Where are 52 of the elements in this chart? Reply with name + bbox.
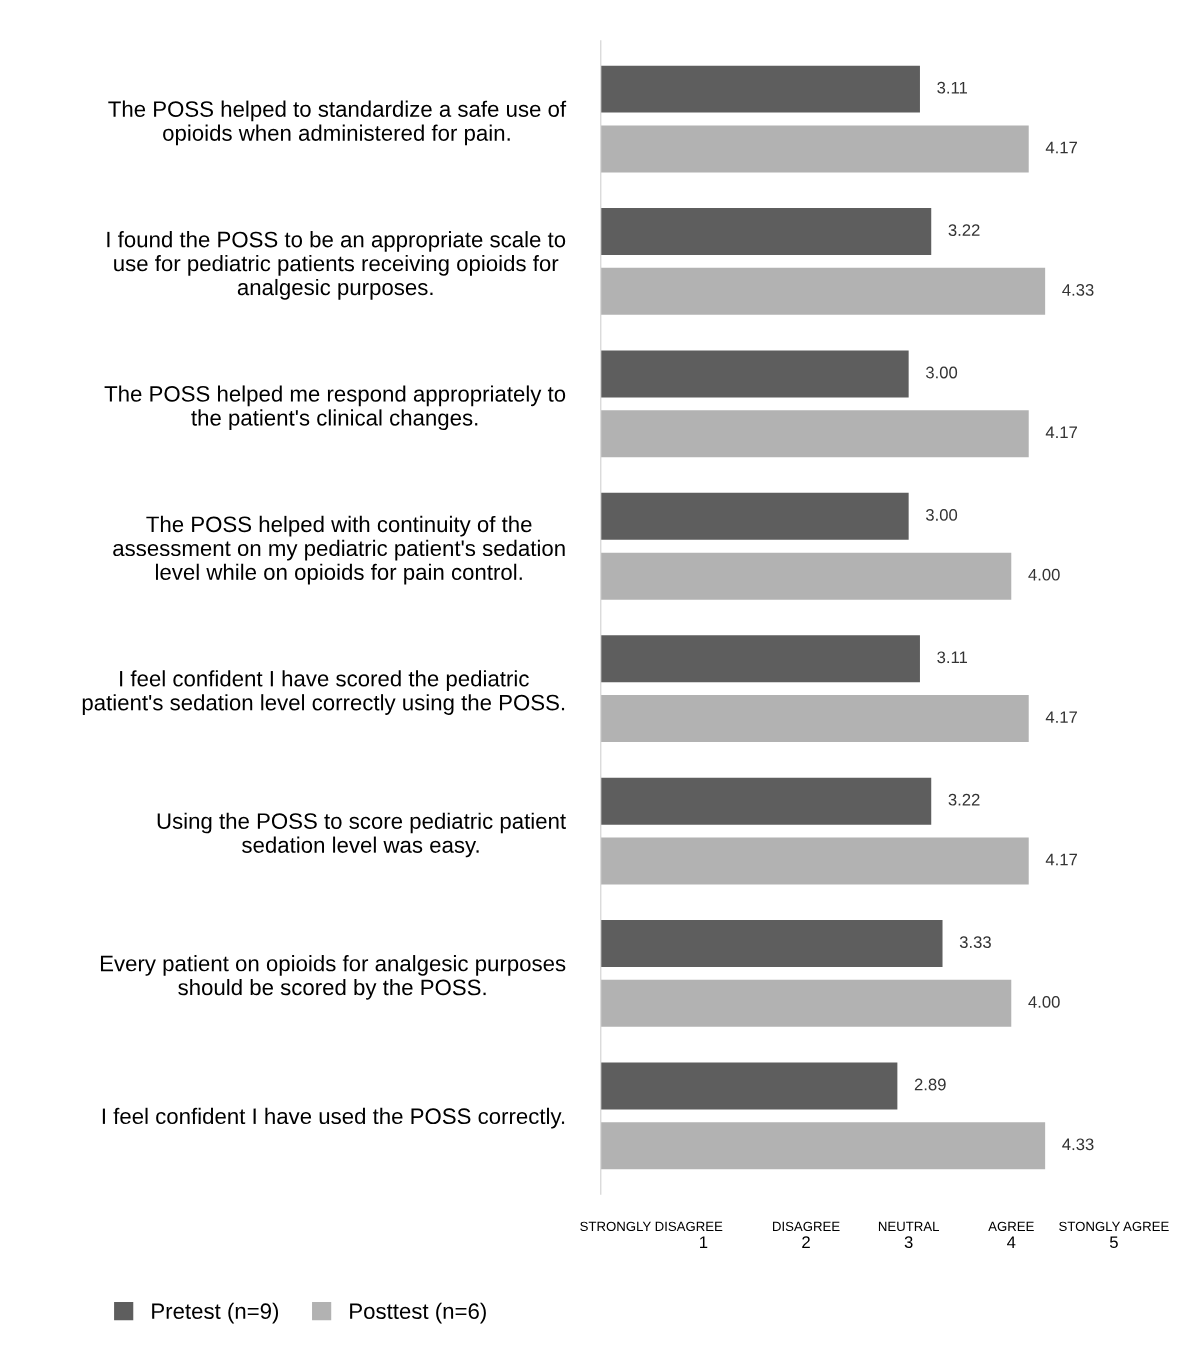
bar bbox=[600, 65, 920, 113]
y-tick-label: The POSS helped with continuity of the assessment on my pediatric patient's sedation level while on opioids for pain control. bbox=[113, 515, 565, 585]
bar bbox=[600, 920, 943, 968]
data-label: 3.22 bbox=[948, 224, 980, 236]
bar bbox=[600, 208, 932, 256]
bar bbox=[600, 1122, 1046, 1170]
y-tick-label: I feel confident I have used the POSS correctly. bbox=[102, 1107, 565, 1129]
text: NEUTRAL bbox=[878, 1221, 940, 1232]
bar bbox=[600, 979, 1012, 1027]
bar bbox=[600, 492, 909, 540]
y-tick-label: Using the POSS to score pediatric patient sedation level was easy. bbox=[157, 812, 566, 858]
x-tick-label: 2 bbox=[802, 1236, 810, 1248]
text: STRONGLY DISAGREE bbox=[580, 1221, 723, 1232]
bar bbox=[600, 410, 1029, 458]
x-tick-label: 1 bbox=[700, 1236, 708, 1248]
y-tick-label: I feel confident I have scored the pediatric patient's sedation level correctly using the POSS. bbox=[82, 670, 565, 715]
data-label: 3.11 bbox=[937, 651, 968, 664]
x-tick-label: 5 bbox=[1109, 1236, 1118, 1249]
text: AGREE bbox=[988, 1221, 1034, 1232]
data-label: 4.00 bbox=[1028, 996, 1060, 1008]
data-label: 3.00 bbox=[925, 366, 958, 379]
bar bbox=[600, 1062, 898, 1110]
y-tick-label: The POSS helped me respond appropriately to the patient's clinical changes. bbox=[104, 385, 566, 431]
x-tick-label: 3 bbox=[904, 1236, 913, 1249]
text: STONGLY AGREE bbox=[1059, 1221, 1169, 1232]
x-tick-label: 4 bbox=[1007, 1236, 1016, 1248]
data-label: 3.11 bbox=[937, 81, 968, 94]
data-label: 4.33 bbox=[1062, 1138, 1094, 1151]
y-tick-label: I found the POSS to be an appropriate scale to use for pediatric patients receiving opioids for analgesic purposes. bbox=[107, 231, 566, 300]
y-tick-label: Every patient on opioids for analgesic purposes should be scored by the POSS. bbox=[100, 955, 566, 1000]
data-label: 4.17 bbox=[1045, 426, 1077, 439]
data-label: 4.17 bbox=[1045, 141, 1077, 154]
data-label: 3.33 bbox=[959, 936, 991, 949]
data-label: 4.00 bbox=[1028, 568, 1060, 581]
bar bbox=[600, 777, 932, 825]
data-label: 2.89 bbox=[914, 1078, 946, 1091]
legend-label: Pretest (n=9) bbox=[152, 1302, 279, 1324]
text: DISAGREE bbox=[773, 1221, 840, 1232]
legend-label: Posttest (n=6) bbox=[350, 1302, 486, 1324]
data-label: 3.22 bbox=[948, 793, 980, 806]
data-label: 4.33 bbox=[1062, 284, 1094, 296]
bar bbox=[600, 635, 920, 683]
data-label: 3.00 bbox=[925, 509, 958, 521]
bar bbox=[600, 267, 1046, 315]
y-tick-label: The POSS helped to standardize a safe use of opioids when administered for pain. bbox=[108, 100, 567, 146]
bar bbox=[600, 695, 1029, 743]
bar bbox=[600, 125, 1029, 173]
bar bbox=[600, 350, 909, 398]
bar bbox=[600, 837, 1029, 885]
data-label: 4.17 bbox=[1045, 711, 1077, 723]
bar bbox=[600, 552, 1012, 600]
data-label: 4.17 bbox=[1045, 853, 1077, 866]
